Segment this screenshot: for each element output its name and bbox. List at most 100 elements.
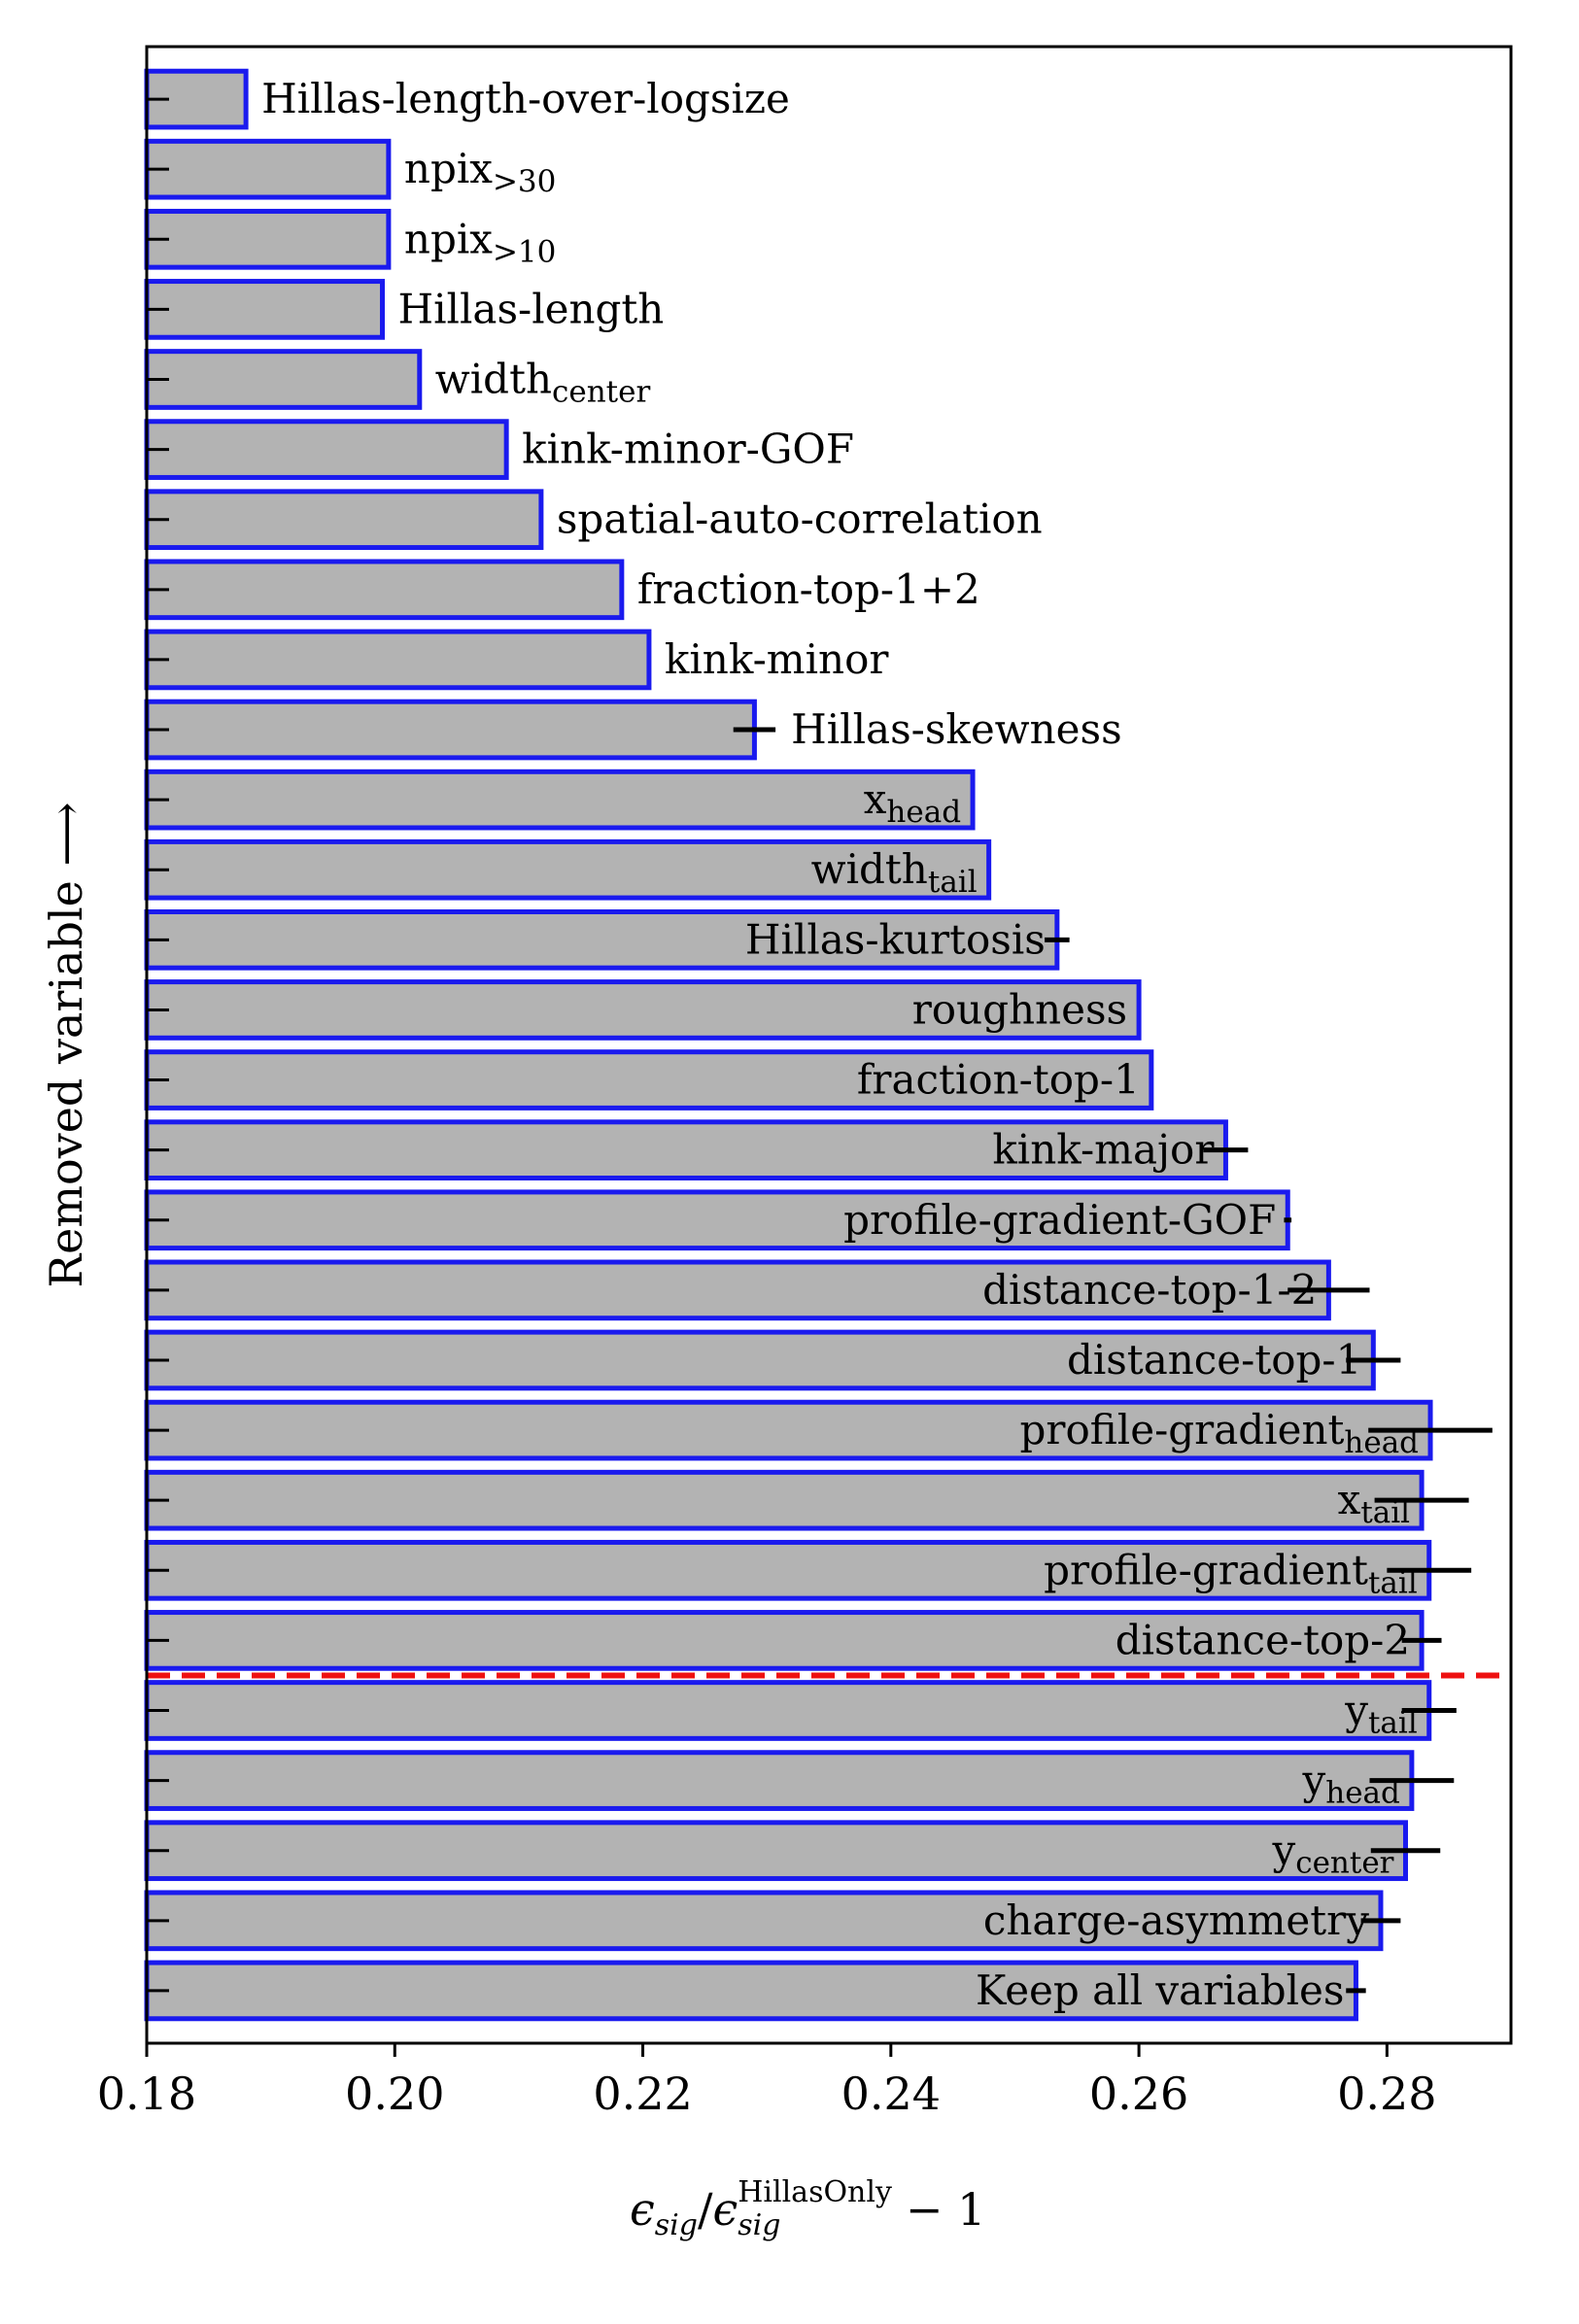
x-tick-label: 0.18 <box>97 2068 196 2120</box>
bar-label-main: x <box>1338 1476 1361 1523</box>
bar-label-subscript: head <box>1325 1776 1400 1811</box>
bar-label: profile-gradient-GOF <box>843 1196 1276 1244</box>
bar-label-main: fraction-top-1 <box>857 1056 1140 1104</box>
bar-label-main: Hillas-kurtosis <box>745 915 1046 963</box>
bar-label-main: charge-asymmetry <box>983 1897 1369 1944</box>
bar-label: widthtail <box>811 845 978 900</box>
y-axis-label: Removed variable ⟶ <box>40 803 92 1288</box>
bar-label-main: width <box>435 356 552 403</box>
bar-label: Hillas-length-over-logsize <box>261 75 790 122</box>
ticks-layer <box>145 97 1389 2057</box>
bar-label-main: fraction-top-1+2 <box>637 565 980 613</box>
bar-label-main: npix <box>404 215 493 262</box>
x-tick-label: 0.26 <box>1089 2068 1188 2120</box>
bar <box>144 559 625 621</box>
bar-label-main: Hillas-length-over-logsize <box>261 75 790 122</box>
xlabel-epsilon-1: ϵ <box>630 2183 655 2236</box>
bar-label-subscript: tail <box>1368 1565 1418 1600</box>
bar-label: Keep all variables <box>976 1966 1345 2014</box>
bar <box>144 979 1142 1041</box>
bar-label: Hillas-kurtosis <box>745 915 1046 963</box>
bars-layer <box>144 68 1433 2022</box>
bar-label: profile-gradienthead <box>1020 1406 1420 1460</box>
bar-label: xtail <box>1338 1476 1410 1530</box>
bar <box>144 349 423 410</box>
bar-label: npix>30 <box>404 145 556 199</box>
bar-label: fraction-top-1 <box>857 1056 1140 1104</box>
x-tick-label: 0.22 <box>593 2068 692 2120</box>
bar <box>144 699 757 761</box>
xlabel-tail: − 1 <box>906 2183 985 2236</box>
bar-label-main: width <box>811 845 928 893</box>
bar-label: spatial-auto-correlation <box>557 496 1043 543</box>
bar-label-main: y <box>1271 1827 1295 1874</box>
bar-label-subscript: center <box>552 375 650 410</box>
x-tick-label: 0.20 <box>345 2068 444 2120</box>
x-tick-labels: 0.18 0.20 0.22 0.24 0.26 0.28 <box>97 2068 1437 2120</box>
bar-label-main: Hillas-skewness <box>791 705 1122 753</box>
bar-label-main: npix <box>404 145 493 192</box>
bar-label: profile-gradienttail <box>1044 1546 1418 1600</box>
bar-label-subscript: head <box>886 795 961 830</box>
xlabel-sub-1: sig <box>655 2208 698 2242</box>
bar-label: widthcenter <box>435 356 651 410</box>
bar <box>144 138 392 200</box>
bar-label-main: x <box>864 775 887 823</box>
bar-label: distance-top-1 <box>1067 1336 1361 1384</box>
plot-frame <box>145 45 1513 2045</box>
bar-label: yhead <box>1302 1757 1400 1811</box>
bar-label: ytail <box>1344 1687 1418 1741</box>
bar <box>144 909 1060 971</box>
bar <box>144 1890 1384 1952</box>
bar-label-main: kink-major <box>992 1126 1215 1174</box>
x-tick-label: 0.24 <box>841 2068 941 2120</box>
x-axis-label: ϵsig/ϵHillasOnly sig − 1 <box>630 2175 985 2242</box>
bar <box>144 629 652 691</box>
bar-label-subscript: tail <box>1360 1495 1410 1530</box>
bar-label: ycenter <box>1271 1827 1393 1881</box>
bar-label-subscript: >10 <box>493 234 556 269</box>
bar <box>144 1610 1425 1671</box>
bar <box>144 208 392 270</box>
bar <box>144 1750 1415 1811</box>
bar-label-main: kink-minor <box>665 635 889 683</box>
bar-label-main: Hillas-length <box>398 285 665 332</box>
bar-label: xhead <box>864 775 961 830</box>
bar-label-main: profile-gradient <box>1020 1406 1345 1453</box>
bar <box>144 1960 1358 2022</box>
bar-label: kink-minor <box>665 635 889 683</box>
bar-label-subscript: center <box>1295 1846 1393 1881</box>
xlabel-sub-2: sig <box>738 2208 780 2242</box>
bar-label-subscript: >30 <box>493 164 556 199</box>
bar <box>144 1049 1154 1111</box>
bar-label: charge-asymmetry <box>983 1897 1369 1944</box>
bar-label: Hillas-skewness <box>791 705 1122 753</box>
bar-label-main: y <box>1344 1687 1368 1734</box>
bar-label: fraction-top-1+2 <box>637 565 980 613</box>
bar-label-main: spatial-auto-correlation <box>557 496 1043 543</box>
bar-label-subscript: tail <box>928 865 978 900</box>
bar <box>144 1469 1425 1531</box>
bar <box>144 838 992 901</box>
x-tick-label: 0.28 <box>1337 2068 1436 2120</box>
bar-label: distance-top-1-2 <box>982 1266 1317 1314</box>
bar-label-subscript: tail <box>1368 1706 1418 1741</box>
bar-label: Hillas-length <box>398 285 665 332</box>
bar-label: kink-major <box>992 1126 1215 1174</box>
bar <box>144 1680 1432 1741</box>
bar-label-subscript: head <box>1344 1425 1419 1460</box>
bar-label-main: distance-top-2 <box>1116 1616 1410 1663</box>
bar-label: npix>10 <box>404 215 556 269</box>
bar-label-main: roughness <box>912 985 1127 1033</box>
bar <box>144 769 976 831</box>
bar <box>144 489 544 551</box>
bar-label: kink-minor-GOF <box>522 426 854 473</box>
bar-label-main: profile-gradient-GOF <box>843 1196 1276 1244</box>
bar <box>144 1189 1290 1251</box>
error-bars-layer <box>733 727 1493 1994</box>
bar-label: roughness <box>912 985 1127 1033</box>
bar-label-main: profile-gradient <box>1044 1546 1368 1593</box>
bar-label-main: y <box>1302 1757 1326 1804</box>
bar-label: distance-top-2 <box>1116 1616 1410 1663</box>
